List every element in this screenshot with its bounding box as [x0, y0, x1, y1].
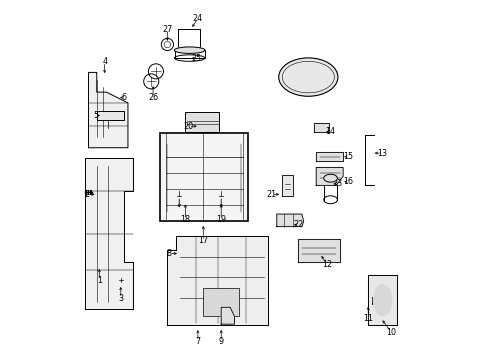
Text: 7: 7: [195, 337, 200, 346]
Bar: [203, 288, 239, 316]
Text: 5: 5: [93, 111, 98, 120]
Text: 11: 11: [363, 314, 372, 323]
Text: 16: 16: [343, 177, 353, 186]
Polygon shape: [282, 175, 292, 196]
Bar: [185, 112, 219, 132]
Ellipse shape: [174, 47, 204, 53]
Text: 20: 20: [183, 122, 194, 131]
Text: 4: 4: [102, 57, 107, 66]
Text: 8: 8: [166, 249, 171, 258]
Text: 1: 1: [97, 276, 102, 285]
Text: 26: 26: [148, 93, 158, 102]
Polygon shape: [85, 158, 133, 309]
Polygon shape: [316, 167, 343, 185]
Polygon shape: [313, 123, 328, 132]
Text: 14: 14: [325, 127, 335, 136]
Ellipse shape: [323, 174, 337, 182]
Text: 23: 23: [332, 179, 342, 188]
Text: 2: 2: [84, 190, 89, 199]
Text: 10: 10: [386, 328, 396, 337]
Text: 22: 22: [293, 220, 303, 229]
Polygon shape: [316, 152, 343, 161]
Text: 27: 27: [162, 25, 172, 34]
Text: 15: 15: [343, 152, 353, 161]
Bar: [160, 134, 247, 221]
Text: 9: 9: [218, 337, 224, 346]
Text: 13: 13: [377, 149, 387, 158]
Polygon shape: [221, 307, 234, 324]
Text: 25: 25: [191, 54, 201, 63]
Polygon shape: [298, 239, 339, 262]
Ellipse shape: [278, 58, 337, 96]
Polygon shape: [276, 214, 303, 226]
Text: 12: 12: [321, 260, 331, 269]
Text: 24: 24: [192, 14, 203, 23]
Polygon shape: [88, 72, 128, 148]
Text: 17: 17: [198, 237, 208, 246]
Polygon shape: [367, 275, 396, 325]
Ellipse shape: [372, 284, 392, 316]
Text: 21: 21: [266, 190, 276, 199]
Text: 18: 18: [180, 215, 190, 224]
Polygon shape: [167, 235, 267, 325]
Text: 6: 6: [122, 93, 126, 102]
Text: 3: 3: [118, 294, 123, 303]
Bar: [97, 111, 124, 120]
Text: 19: 19: [216, 215, 226, 224]
